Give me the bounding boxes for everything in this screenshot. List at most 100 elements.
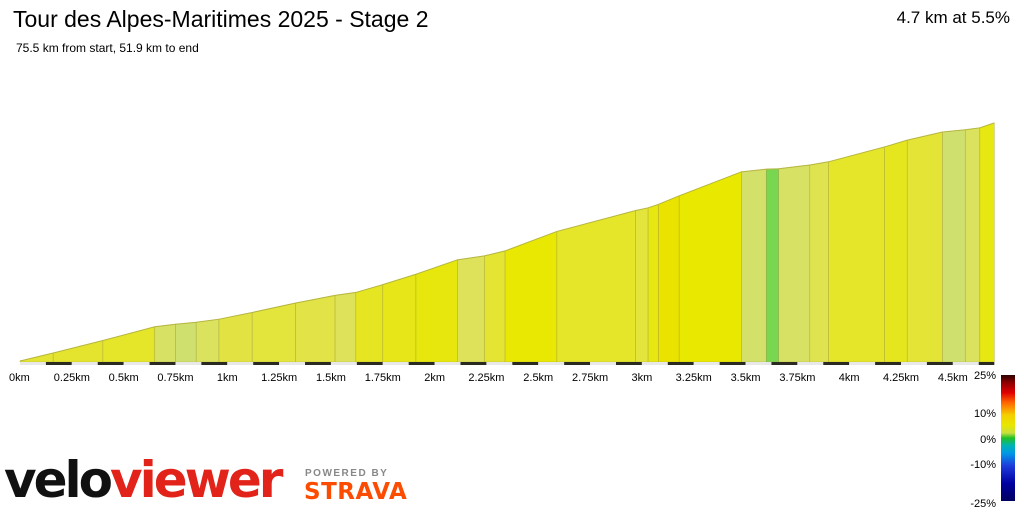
gradient-segment-8 — [295, 295, 336, 363]
gradient-segments — [19, 122, 995, 363]
gradient-segment-18 — [647, 203, 659, 363]
gradient-segment-19 — [658, 195, 680, 363]
scale-block-4 — [123, 362, 150, 365]
x-tick-label-4: 1km — [217, 372, 238, 384]
veloviewer-logo[interactable]: veloviewer — [4, 450, 283, 510]
scale-block-33 — [875, 362, 902, 365]
scale-block-22 — [590, 362, 616, 365]
x-tick-label-13: 3.25km — [676, 372, 712, 384]
x-tick-label-14: 3.5km — [731, 372, 761, 384]
scale-block-36 — [952, 362, 979, 365]
scale-block-11 — [305, 362, 331, 365]
gradient-segment-9 — [334, 292, 357, 363]
legend-label-4: -25% — [970, 498, 996, 510]
gradient-segment-17 — [635, 207, 649, 363]
scale-block-10 — [279, 362, 306, 365]
gradient-segment-26 — [884, 139, 908, 363]
gradient-legend-colorbar — [1001, 375, 1015, 501]
scale-block-1 — [45, 362, 72, 365]
gradient-segment-27 — [906, 131, 943, 363]
gradient-segment-22 — [765, 168, 780, 363]
x-tick-label-2: 0.5km — [109, 372, 139, 384]
gradient-segment-30 — [979, 122, 995, 363]
x-tick-label-10: 2.5km — [523, 372, 553, 384]
scale-block-30 — [797, 362, 824, 365]
scale-block-9 — [253, 362, 280, 365]
legend-label-1: 10% — [974, 408, 996, 420]
gradient-segment-25 — [828, 146, 885, 363]
x-tick-label-3: 0.75km — [157, 372, 193, 384]
gradient-segment-21 — [741, 168, 767, 363]
gradient-segment-23 — [778, 164, 811, 363]
x-axis-ticks: 0km 0.25km 0.5km 0.75km 1km 1.25km 1.5km 1.75km… — [9, 372, 968, 384]
scale-block-7 — [201, 362, 228, 365]
gradient-segment-29 — [964, 127, 981, 363]
profile-outline — [19, 122, 995, 362]
gradient-segment-6 — [218, 312, 253, 363]
scale-block-21 — [564, 362, 591, 365]
scale-block-24 — [641, 362, 668, 365]
scale-block-16 — [434, 362, 461, 365]
gradient-segment-5 — [195, 318, 220, 363]
scale-block-34 — [901, 362, 927, 365]
x-tick-label-17: 4.25km — [883, 372, 919, 384]
x-tick-label-1: 0.25km — [54, 372, 90, 384]
x-tick-label-6: 1.5km — [316, 372, 346, 384]
gradient-segment-28 — [942, 129, 966, 363]
x-tick-label-9: 2.25km — [468, 372, 504, 384]
scale-block-15 — [408, 362, 435, 365]
scale-block-5 — [149, 362, 176, 365]
scale-block-3 — [97, 362, 124, 365]
scale-block-18 — [486, 362, 513, 365]
legend-label-0: 25% — [974, 370, 996, 382]
gradient-segment-2 — [102, 326, 156, 363]
x-tick-label-15: 3.75km — [779, 372, 815, 384]
x-tick-label-7: 1.75km — [365, 372, 401, 384]
scale-block-31 — [823, 362, 850, 365]
scale-block-20 — [538, 362, 565, 365]
gradient-legend-labels: 25% 10% 0% -10% -25% — [970, 370, 996, 510]
scale-block-27 — [719, 362, 746, 365]
chart-title: Tour des Alpes-Maritimes 2025 - Stage 2 — [13, 6, 429, 32]
scale-block-12 — [330, 362, 357, 365]
scale-block-23 — [615, 362, 642, 365]
gradient-segment-4 — [175, 321, 197, 363]
gradient-segment-20 — [678, 171, 742, 363]
scale-block-35 — [926, 362, 953, 365]
x-tick-label-5: 1.25km — [261, 372, 297, 384]
gradient-segment-14 — [484, 250, 506, 363]
scale-block-26 — [693, 362, 720, 365]
strava-logo[interactable]: STRAVA — [304, 479, 408, 505]
gradient-segment-16 — [556, 210, 636, 363]
x-tick-label-16: 4km — [839, 372, 860, 384]
legend-label-3: -10% — [970, 459, 996, 471]
position-subtitle: 75.5 km from start, 51.9 km to end — [16, 41, 199, 55]
gradient-segment-10 — [355, 284, 384, 363]
scale-block-37 — [978, 362, 995, 365]
powered-by-label: POWERED BY — [305, 468, 389, 479]
scale-block-0 — [20, 362, 46, 365]
gradient-segment-24 — [809, 161, 829, 363]
scale-block-8 — [227, 362, 254, 365]
gradient-segment-11 — [382, 273, 417, 363]
logo-velo: velo — [4, 451, 113, 509]
distance-scale-bar — [20, 362, 995, 365]
x-tick-label-0: 0km — [9, 372, 30, 384]
scale-block-14 — [382, 362, 409, 365]
legend-label-2: 0% — [980, 434, 996, 446]
scale-block-6 — [175, 362, 202, 365]
x-tick-label-11: 2.75km — [572, 372, 608, 384]
x-tick-label-18: 4.5km — [938, 372, 968, 384]
scale-block-2 — [71, 362, 98, 365]
scale-block-32 — [849, 362, 876, 365]
profile-line — [19, 122, 995, 362]
x-tick-label-8: 2km — [424, 372, 445, 384]
scale-block-29 — [771, 362, 798, 365]
climb-summary: 4.7 km at 5.5% — [896, 8, 1010, 27]
gradient-segment-7 — [251, 302, 297, 363]
gradient-segment-15 — [504, 230, 558, 363]
x-tick-label-12: 3km — [632, 372, 653, 384]
scale-block-17 — [460, 362, 487, 365]
scale-block-13 — [356, 362, 383, 365]
